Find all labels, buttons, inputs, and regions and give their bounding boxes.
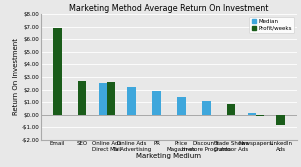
Bar: [152, 91, 161, 115]
X-axis label: Marketing Medium: Marketing Medium: [136, 153, 201, 159]
Bar: [53, 28, 62, 115]
Title: Marketing Method Average Return On Investment: Marketing Method Average Return On Inves…: [69, 4, 269, 13]
Bar: [227, 104, 235, 115]
Bar: [202, 101, 211, 115]
Bar: [78, 81, 86, 115]
Bar: [107, 82, 115, 115]
Y-axis label: Return On Investment: Return On Investment: [13, 38, 19, 115]
Bar: [99, 83, 107, 115]
Bar: [177, 97, 186, 115]
Legend: Median, Profit/weeks: Median, Profit/weeks: [250, 17, 294, 33]
Bar: [276, 115, 285, 125]
Bar: [256, 115, 264, 116]
Bar: [127, 87, 136, 115]
Bar: [248, 113, 256, 115]
